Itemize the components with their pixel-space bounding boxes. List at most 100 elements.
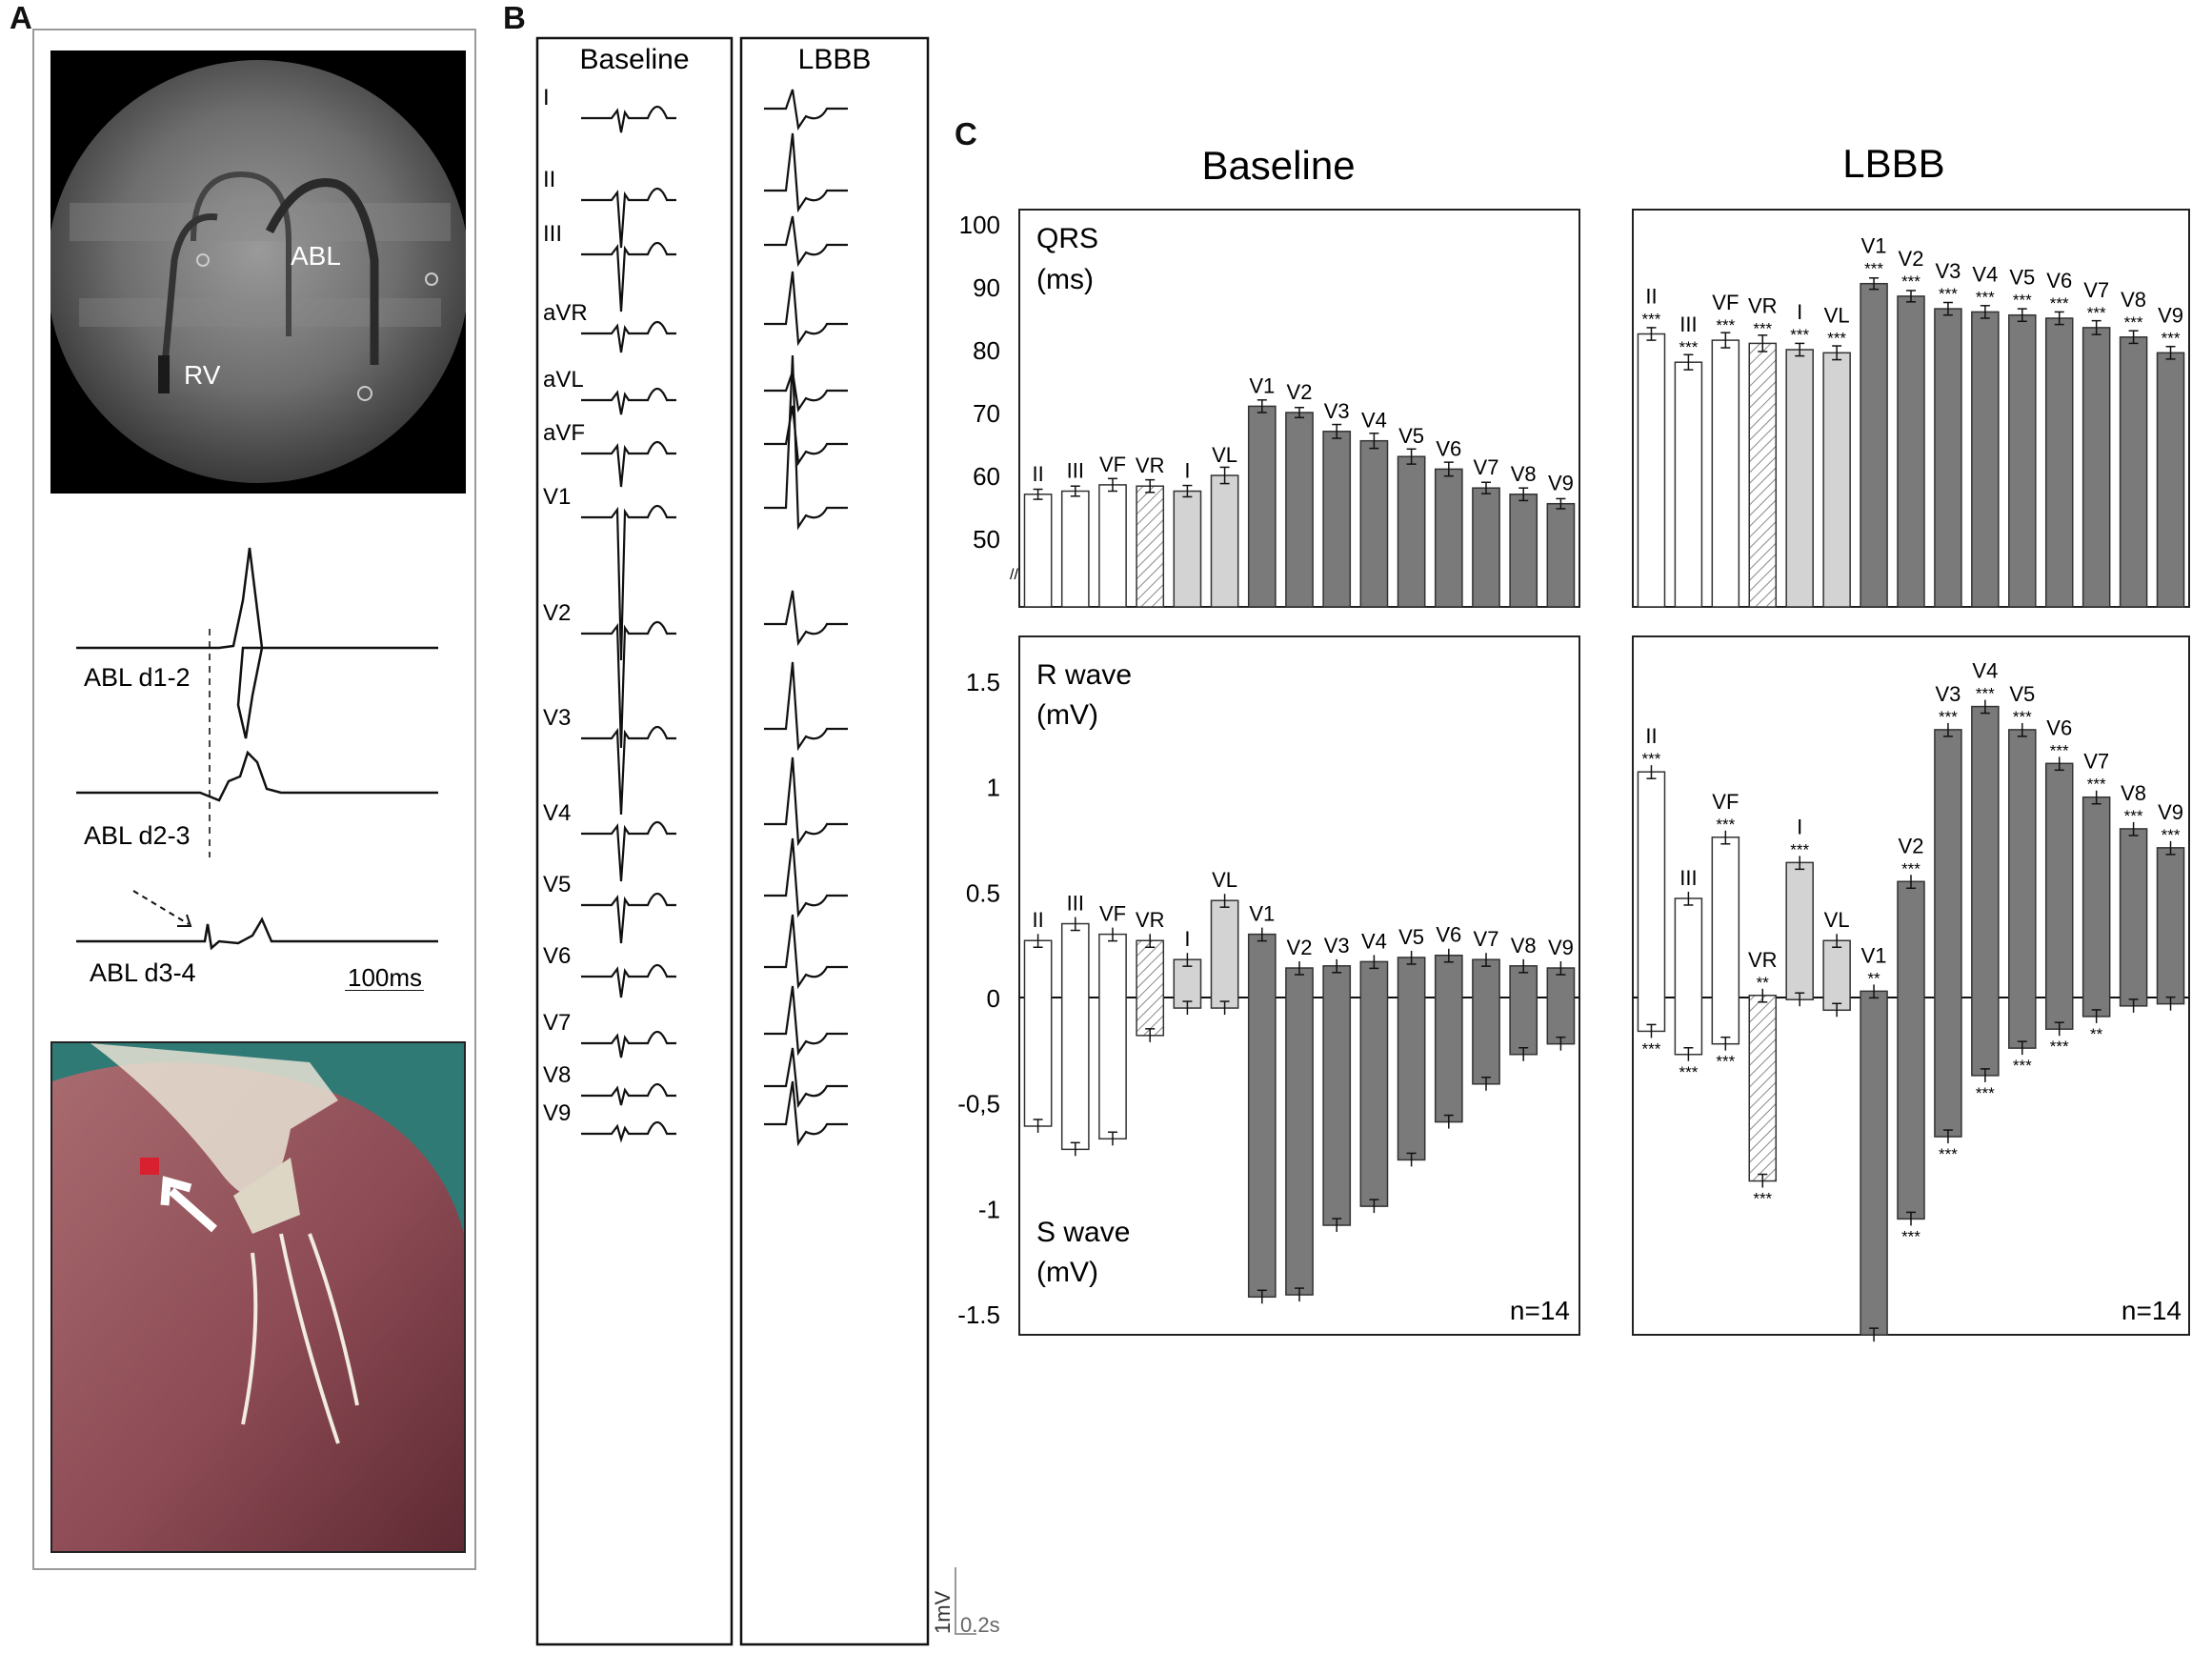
qrs-tick-60: 60 (973, 462, 1000, 491)
lead-label-v4: V4 (543, 800, 571, 826)
s-sig-vr: *** (1753, 1190, 1772, 1208)
qrs-sig-ii: *** (1642, 311, 1661, 329)
trace-d2-3 (76, 750, 438, 802)
rs-cat-vf: VF (1712, 790, 1739, 814)
qrs-cat-vr: VR (1748, 293, 1778, 317)
qrs-bar-vl (1210, 474, 1239, 608)
r-sig-v6: *** (2050, 741, 2069, 759)
qrs-bar-v2 (1897, 295, 1925, 608)
rs-bar-v8 (2119, 828, 2148, 1007)
ecg-scale: 1mV 0.2s (931, 1567, 1000, 1637)
qrs-cat-vf: VF (1099, 453, 1126, 476)
rs-cat-v2: V2 (1287, 936, 1313, 959)
qrs-cat-vr: VR (1136, 454, 1165, 477)
qrs-sig-v2: *** (1901, 272, 1920, 291)
panel-a (32, 29, 476, 1570)
rs-cat-vl: VL (1824, 908, 1850, 932)
panel-c: Baseline LBBB 100 90 80 70 60 50 // 1.5 1 0.5 0 -0… (943, 114, 2212, 1343)
rs-bar-vf (1711, 837, 1740, 1045)
rs-baseline-frame (1018, 635, 1580, 1336)
qrs-bar-i (1173, 490, 1202, 608)
rs-bar-vr (1748, 995, 1778, 1182)
lead-label-v8: V8 (543, 1062, 571, 1088)
baseline-trace-v6 (581, 963, 676, 998)
qrs-cat-v8: V8 (1511, 462, 1537, 486)
qrs-bar-vl (1822, 352, 1851, 608)
baseline-trace-v1 (581, 504, 676, 661)
qrs-bar-v8 (1509, 494, 1538, 608)
qrs-bar-v7 (1472, 487, 1500, 608)
qrs-tick-90: 90 (973, 273, 1000, 302)
s-wave-label: S wave (1036, 1217, 1130, 1248)
qrs-sig-v9: *** (2162, 329, 2181, 347)
lead-label-v2: V2 (543, 600, 571, 626)
r-wave-unit: (mV) (1036, 699, 1098, 731)
lead-label-v5: V5 (543, 872, 571, 897)
rs-cat-v4: V4 (1361, 929, 1387, 953)
r-sig-v3: *** (1939, 708, 1958, 726)
lbbb-trace-v8 (764, 1047, 848, 1109)
lead-label-avr: aVR (543, 300, 588, 326)
rs-cat-v6: V6 (1436, 923, 1461, 947)
lbbb-trace-iii (764, 215, 848, 268)
rs-bar-v8 (1509, 965, 1538, 1056)
rs-bar-ii (1023, 939, 1053, 1127)
qrs-cat-v9: V9 (2158, 303, 2183, 327)
rs-bar-v4 (1359, 960, 1389, 1207)
baseline-trace-iii (581, 241, 676, 312)
rs-cat-iii: III (1067, 892, 1084, 916)
qrs-sig-v7: *** (2087, 304, 2106, 322)
rs-tick--1: -1 (978, 1195, 1000, 1223)
qrs-cat-v6: V6 (1436, 436, 1461, 460)
rs-cat-v1: V1 (1861, 943, 1887, 967)
rs-bar-v2 (1897, 880, 1925, 1220)
lead-label-v6: V6 (543, 943, 571, 969)
rs-cat-v9: V9 (2158, 800, 2183, 824)
rs-cat-vl: VL (1212, 868, 1237, 892)
lbbb-trace-ii (764, 132, 848, 213)
heart-photo (50, 1041, 466, 1553)
r-sig-ii: *** (1642, 750, 1661, 768)
r-sig-v5: *** (2013, 708, 2032, 726)
qrs-tick-50: 50 (973, 525, 1000, 554)
qrs-bar-v3 (1322, 431, 1352, 608)
rs-cat-iii: III (1679, 866, 1697, 890)
qrs-bar-i (1785, 349, 1814, 608)
qrs-bar-v4 (1359, 439, 1389, 608)
baseline-trace-v4 (581, 820, 676, 882)
qrs-sig-v3: *** (1939, 285, 1958, 303)
rs-bar-v6 (2044, 762, 2074, 1030)
r-sig-v8: *** (2124, 807, 2143, 825)
baseline-trace-avl (581, 387, 676, 415)
rv-label: RV (184, 360, 221, 390)
axis-break: // (1010, 567, 1018, 583)
heart-photo-svg (52, 1043, 464, 1551)
baseline-trace-v8 (581, 1082, 676, 1106)
qrs-cat-vf: VF (1712, 291, 1739, 314)
qrs-bar-v5 (1397, 455, 1426, 608)
panel-a-label: A (10, 0, 32, 35)
rs-tick-0: 0 (987, 984, 1000, 1013)
qrs-bar-v6 (2044, 317, 2074, 608)
rs-bar-v1 (1247, 933, 1277, 1299)
lbbb-trace-avr (764, 271, 848, 347)
abl-traces: ABL d1-2 ABL d2-3 ABL d3-4 100ms (76, 547, 438, 991)
r-sig-v2: *** (1901, 859, 1920, 877)
rs-cat-v2: V2 (1899, 834, 1924, 857)
qrs-sig-vr: *** (1753, 319, 1772, 337)
rs-tick--0,5: -0,5 (957, 1090, 1000, 1119)
lead-label-i: I (543, 85, 550, 111)
baseline-trace-avf (581, 440, 676, 488)
s-sig-v5: *** (2013, 1057, 2032, 1075)
trace-label-d2-3: ABL d2-3 (84, 821, 191, 850)
rs-tick-1.5: 1.5 (966, 668, 1000, 696)
trace-d1-2 (76, 547, 438, 739)
s-sig-v2: *** (1901, 1227, 1920, 1245)
qrs-sig-i: *** (1790, 326, 1809, 344)
rs-bar-v2 (1285, 967, 1314, 1296)
qrs-cat-v5: V5 (1398, 424, 1424, 448)
qrs-unit: (ms) (1036, 264, 1094, 295)
r-sig-v4: *** (1976, 685, 1995, 703)
rs-bar-v7 (2081, 796, 2111, 1018)
qrs-cat-v5: V5 (2009, 266, 2035, 290)
